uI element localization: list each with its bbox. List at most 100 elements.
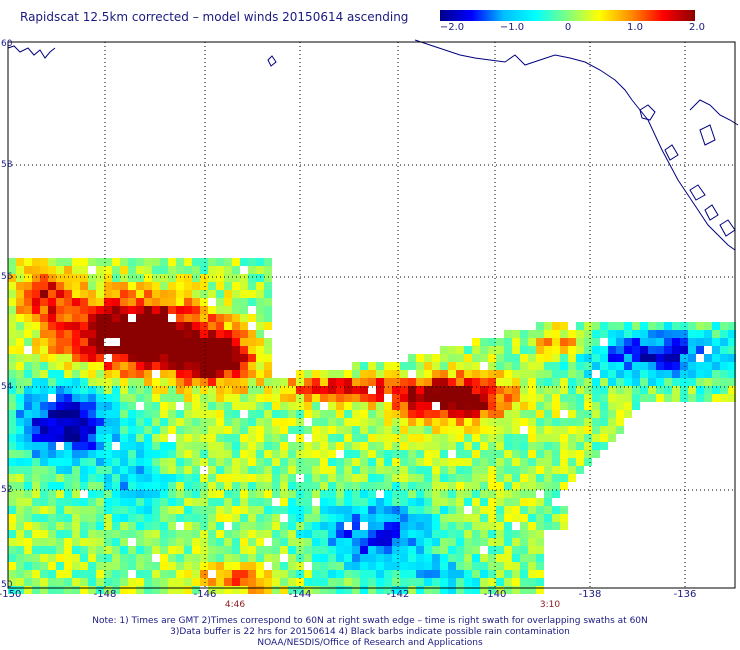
swath-cell [240,298,248,306]
swath-cell [224,386,232,394]
swath-cell [328,386,336,394]
swath-cell [104,410,112,418]
swath-cell [208,258,216,266]
swath-cell [352,522,360,530]
swath-cell [56,562,64,570]
swath-cell [216,426,224,434]
swath-cell [400,442,408,450]
swath-cell [320,498,328,506]
swath-cell [272,410,280,418]
swath-cell [528,458,536,466]
swath-cell [32,290,40,298]
swath-cell [168,282,176,290]
swath-cell [392,506,400,514]
swath-cell [392,402,400,410]
swath-cell [536,322,544,330]
swath-cell [416,450,424,458]
swath-cell [224,346,232,354]
swath-cell [224,450,232,458]
swath-cell [216,442,224,450]
swath-cell [320,522,328,530]
swath-cell [392,378,400,386]
lat-label-52: 52 [1,485,13,495]
swath-cell [328,402,336,410]
swath-cell [104,402,112,410]
swath-cell [40,538,48,546]
swath-cell [384,570,392,578]
swath-cell [488,554,496,562]
swath-cell [416,434,424,442]
swath-cell [96,458,104,466]
swath-cell [176,338,184,346]
swath-cell [280,418,288,426]
swath-cell [328,378,336,386]
swath-cell [480,338,488,346]
swath-cell [208,490,216,498]
swath-cell [480,482,488,490]
swath-cell [184,306,192,314]
swath-cell [472,426,480,434]
swath-cell [424,450,432,458]
swath-cell [592,418,600,426]
swath-cell [40,282,48,290]
swath-cell [128,474,136,482]
swath-cell [120,354,128,362]
swath-cell [544,442,552,450]
island-5 [699,124,716,146]
swath-cell [608,434,616,442]
swath-cell [120,258,128,266]
swath-cell [464,370,472,378]
swath-cell [56,530,64,538]
swath-cell [456,354,464,362]
swath-cell [280,426,288,434]
swath-cell [144,458,152,466]
swath-cell [312,546,320,554]
swath-cell [144,330,152,338]
swath-cell [528,338,536,346]
swath-cell [120,506,128,514]
swath-cell [56,426,64,434]
swath-cell [24,458,32,466]
swath-cell [152,546,160,554]
swath-cell [592,354,600,362]
swath-cell [496,578,504,586]
swath-cell [8,506,16,514]
swath-cell [496,570,504,578]
swath-cell [384,586,392,594]
swath-cell [704,378,712,386]
swath-cell [256,314,264,322]
swath-cell [528,570,536,578]
swath-cell [168,546,176,554]
swath-cell [88,314,96,322]
swath-cell [568,458,576,466]
swath-cell [144,314,152,322]
swath-cell [208,306,216,314]
swath-cell [168,522,176,530]
swath-cell [640,322,648,330]
swath-cell [728,386,736,394]
swath-cell [312,466,320,474]
swath-cell [368,378,376,386]
swath-cell [72,482,80,490]
swath-cell [368,442,376,450]
swath-cell [152,386,160,394]
swath-cell [240,586,248,594]
swath-cell [280,498,288,506]
swath-cell [536,330,544,338]
swath-cell [248,314,256,322]
swath-cell [320,378,328,386]
swath-cell [224,474,232,482]
swath-cell [392,490,400,498]
swath-cell [520,554,528,562]
swath-cell [24,498,32,506]
swath-cell [544,378,552,386]
swath-cell [496,538,504,546]
swath-cell [712,346,720,354]
swath-cell [368,362,376,370]
swath-cell [240,362,248,370]
swath-cell [424,378,432,386]
swath-cell [192,362,200,370]
swath-cell [480,490,488,498]
swath-cell [328,586,336,594]
swath-cell [320,410,328,418]
